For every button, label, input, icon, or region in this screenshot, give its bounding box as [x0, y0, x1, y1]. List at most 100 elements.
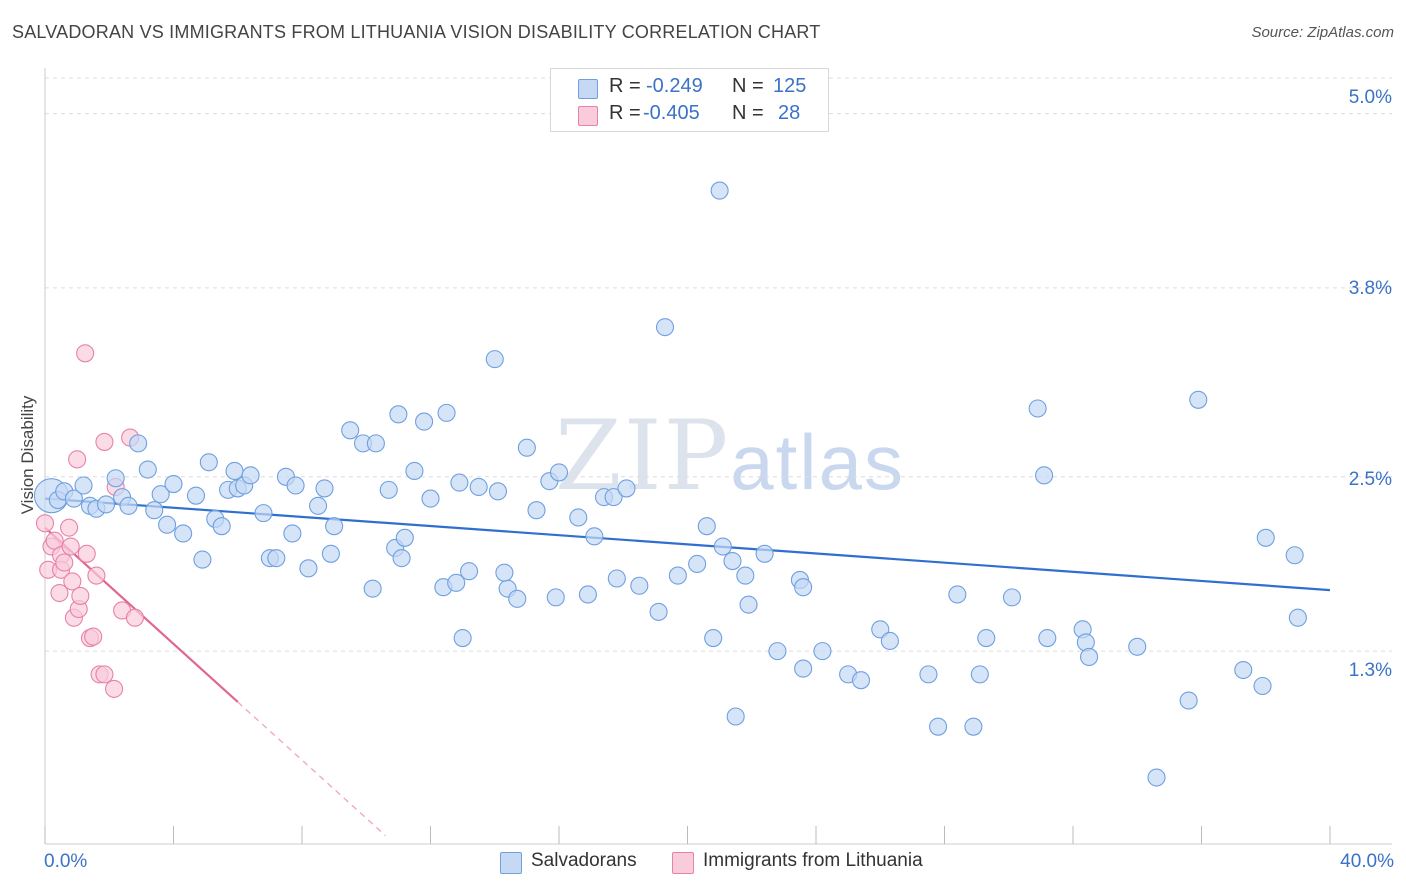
- salvadoran-point: [813, 642, 832, 661]
- salvadoran-point: [668, 566, 687, 585]
- salvadoran-point: [74, 476, 93, 495]
- legend-n-value: 125: [773, 75, 807, 97]
- salvadoran-point: [395, 528, 414, 547]
- salvadoran-point: [325, 517, 344, 536]
- salvadoran-point: [267, 549, 286, 568]
- salvadoran-point: [649, 602, 668, 621]
- salvadoran-point: [1189, 390, 1208, 409]
- salvadoran-point: [174, 524, 193, 543]
- y-tick-label-2-5: 2.5%: [1348, 469, 1392, 490]
- salvadoran-point: [158, 515, 177, 534]
- salvadoran-point: [1128, 637, 1147, 656]
- lithuania-point: [55, 553, 74, 572]
- salvadoran-point: [704, 629, 723, 648]
- grid: [45, 77, 1392, 652]
- salvadoran-point: [723, 552, 742, 571]
- lithuania-point: [60, 518, 79, 537]
- lithuania-point: [50, 583, 69, 603]
- salvadoran-point: [283, 524, 302, 543]
- salvadoran-point: [517, 438, 536, 457]
- salvadoran-point: [713, 537, 732, 556]
- salvadoran-point: [726, 707, 745, 726]
- salvadoran-point: [871, 620, 890, 639]
- salvadoran-point: [688, 554, 707, 574]
- trend-lines: [44, 497, 1331, 837]
- data-points: [33, 181, 1307, 787]
- salvadoran-point: [299, 559, 318, 578]
- salvadoran-point: [138, 460, 157, 479]
- salvadoran-point: [315, 479, 334, 498]
- lithuania-point: [95, 665, 114, 684]
- y-axis-label: Vision Disability: [18, 395, 37, 515]
- bottom-legend-label: Salvadorans: [531, 850, 637, 871]
- salvadoran-point: [527, 501, 546, 520]
- salvadoran-point: [469, 477, 488, 497]
- salvadoran-point: [739, 595, 758, 614]
- legend-n-label: N =: [732, 102, 764, 124]
- salvadoran-point: [495, 563, 514, 582]
- salvadoran-point: [485, 350, 504, 369]
- legend-r-value: -0.249: [646, 75, 703, 97]
- salvadoran-point: [977, 629, 996, 648]
- salvadoran-point: [129, 434, 148, 453]
- lithuania-point: [105, 679, 124, 698]
- lithuania-point: [76, 344, 95, 363]
- salvadoran-point: [164, 475, 183, 494]
- salvadoran-point: [363, 579, 382, 598]
- source-label: Source: ZipAtlas.com: [1251, 24, 1394, 41]
- salvadoran-point: [578, 585, 597, 604]
- salvadoran-point: [309, 496, 328, 515]
- salvadoran-point: [1080, 647, 1099, 666]
- salvadoran-point: [389, 405, 408, 424]
- salvadoran-point: [321, 544, 340, 563]
- salvadoran-point: [450, 473, 469, 492]
- salvadoran-point: [379, 480, 398, 499]
- salvadoran-point: [225, 461, 244, 481]
- salvadoran-point: [453, 629, 472, 648]
- salvadoran-point: [405, 461, 424, 481]
- trend-line-dashed-1: [237, 701, 386, 837]
- salvadoran-point: [1256, 528, 1275, 547]
- salvadoran-point: [964, 717, 983, 736]
- salvadoran-point: [151, 485, 170, 504]
- watermark-atlas: atlas: [730, 418, 905, 506]
- salvadoran-point: [1234, 660, 1253, 680]
- stats-legend: R = -0.249 N = 125 R = -0.405 N = 28: [550, 68, 829, 132]
- lithuania-point: [125, 608, 144, 627]
- watermark-zip: ZIP: [555, 400, 731, 512]
- salvadoran-point: [508, 589, 527, 608]
- salvadoran-point: [488, 482, 508, 501]
- lithuania-point: [68, 450, 87, 469]
- salvadoran-point: [585, 527, 604, 546]
- bottom-legend-swatch: [500, 852, 522, 874]
- y-tick-label-3-8: 3.8%: [1348, 278, 1392, 299]
- salvadoran-point: [768, 642, 787, 661]
- legend-r-value: -0.405: [643, 102, 700, 124]
- salvadoran-point: [106, 469, 125, 488]
- salvadoran-point: [437, 403, 456, 422]
- lithuania-point: [95, 432, 114, 451]
- salvadoran-point: [341, 421, 360, 440]
- salvadoran-point: [254, 504, 273, 523]
- salvadoran-point: [447, 573, 466, 592]
- salvadoran-point: [604, 488, 623, 507]
- salvadoran-point: [145, 501, 164, 520]
- axes: [44, 68, 1392, 845]
- lithuania-point: [87, 566, 106, 585]
- watermark: ZIPatlas: [555, 400, 905, 512]
- lithuania-point: [63, 572, 82, 591]
- salvadoran-point: [655, 318, 675, 337]
- salvadoran-point: [64, 489, 83, 508]
- salvadoran-point: [286, 476, 305, 495]
- salvadoran-point: [1179, 691, 1198, 710]
- salvadoran-point: [212, 517, 231, 536]
- salvadoran-point: [929, 717, 948, 736]
- salvadoran-point: [710, 181, 729, 200]
- legend-swatch-lithuania: [578, 106, 598, 126]
- salvadoran-point: [392, 549, 411, 568]
- salvadoran-point: [119, 496, 138, 515]
- salvadoran-point: [851, 671, 871, 690]
- legend-n-label: N =: [732, 75, 764, 97]
- salvadoran-point: [199, 453, 218, 472]
